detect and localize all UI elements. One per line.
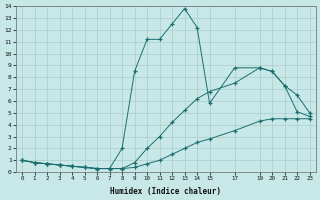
X-axis label: Humidex (Indice chaleur): Humidex (Indice chaleur) [110,187,221,196]
